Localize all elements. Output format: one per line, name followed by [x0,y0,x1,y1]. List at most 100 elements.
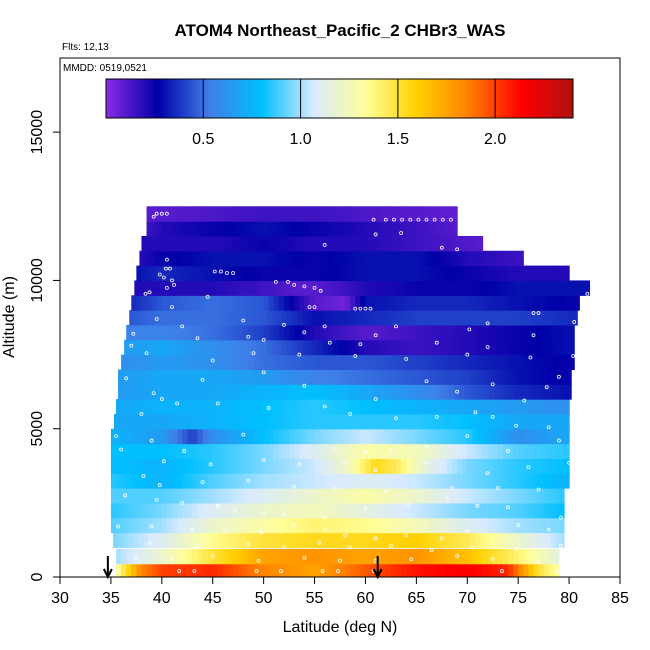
heatmap-cell [518,548,524,565]
heatmap-cell [248,399,255,415]
heatmap-cell [299,399,305,415]
heatmap-cell [538,458,545,474]
heatmap-cell [192,221,199,237]
heatmap-cell [390,563,397,577]
sample-point [159,397,164,401]
heatmap-cell [281,250,288,267]
heatmap-cell [153,532,160,548]
heatmap-cell [148,384,155,400]
heatmap-cell [243,399,249,415]
heatmap-row [139,250,524,267]
heatmap-cell [319,221,326,237]
heatmap-layers [110,206,591,577]
heatmap-cell [363,413,370,430]
heatmap-cell [236,280,242,296]
heatmap-cell [408,532,414,548]
heatmap-row [110,502,565,519]
heatmap-cell [126,563,132,577]
heatmap-cell [441,295,448,311]
heatmap-cell [340,517,346,534]
heatmap-cell [460,339,466,356]
heatmap-cell [452,221,458,237]
heatmap-cell [233,206,239,222]
sample-point [144,351,149,355]
heatmap-cell [215,413,222,430]
heatmap-cell [523,563,529,577]
heatmap-cell [197,473,204,489]
heatmap-cell [309,221,316,237]
sample-point [465,529,470,533]
heatmap-cell [314,488,321,504]
heatmap-cell [523,548,529,565]
heatmap-cell [421,428,428,445]
heatmap-cell [340,354,346,370]
heatmap-cell [324,206,331,222]
heatmap-cell [528,428,535,445]
heatmap-cell [396,488,402,504]
heatmap-cell [212,428,219,445]
heatmap-cell [156,354,163,370]
heatmap-cell [550,532,557,548]
heatmap-cell [329,428,336,445]
heatmap-cell [548,458,555,474]
heatmap-cell [324,458,331,474]
heatmap-cell [207,206,214,222]
sample-point [205,294,210,299]
heatmap-cell [564,295,570,311]
heatmap-cell [202,488,209,504]
heatmap-cell [166,488,173,504]
heatmap-cell [541,280,548,296]
heatmap-cell [406,221,412,237]
heatmap-cell [560,384,567,400]
heatmap-cell [228,206,234,222]
heatmap-cell [577,280,583,296]
heatmap-cell [240,532,246,548]
heatmap-cell [404,280,410,296]
heatmap-cell [172,563,178,577]
heatmap-cell [477,399,484,415]
heatmap-cell [302,310,309,326]
heatmap-cell [231,413,237,430]
heatmap-cell [263,443,270,459]
heatmap-cell [477,473,484,489]
heatmap-cell [423,369,430,385]
heatmap-cell [207,221,214,237]
heatmap-cell [273,235,280,252]
heatmap-cell [543,443,550,459]
heatmap-cell [518,458,524,474]
heatmap-cell [197,563,204,577]
heatmap-cell [345,488,351,504]
heatmap-cell [292,280,298,296]
heatmap-cell [224,384,231,400]
heatmap-cell [426,295,433,311]
heatmap-cell [207,399,214,415]
heatmap-cell [401,235,407,252]
heatmap-cell [284,399,290,415]
heatmap-cell [385,458,392,474]
heatmap-cell [133,369,139,385]
heatmap-cell [284,428,290,445]
heatmap-cell [217,354,224,370]
heatmap-cell [482,563,489,577]
heatmap-cell [538,324,545,341]
heatmap-cell [449,250,456,267]
sample-point [432,217,437,222]
heatmap-cell [210,339,217,356]
sample-point [115,569,119,573]
heatmap-cell [411,563,417,577]
sample-point [318,288,323,293]
heatmap-cell [332,250,339,267]
heatmap-row [118,369,572,385]
heatmap-cell [390,354,397,370]
sample-point [261,337,266,342]
heatmap-cell [278,502,285,519]
heatmap-cell [360,473,367,489]
heatmap-cell [177,563,183,577]
heatmap-cell [406,548,412,565]
heatmap-cell [340,502,346,519]
heatmap-cell [146,473,153,489]
heatmap-cell [258,428,265,445]
heatmap-cell [304,206,311,222]
heatmap-cell [225,413,232,430]
heatmap-cell [375,354,382,370]
